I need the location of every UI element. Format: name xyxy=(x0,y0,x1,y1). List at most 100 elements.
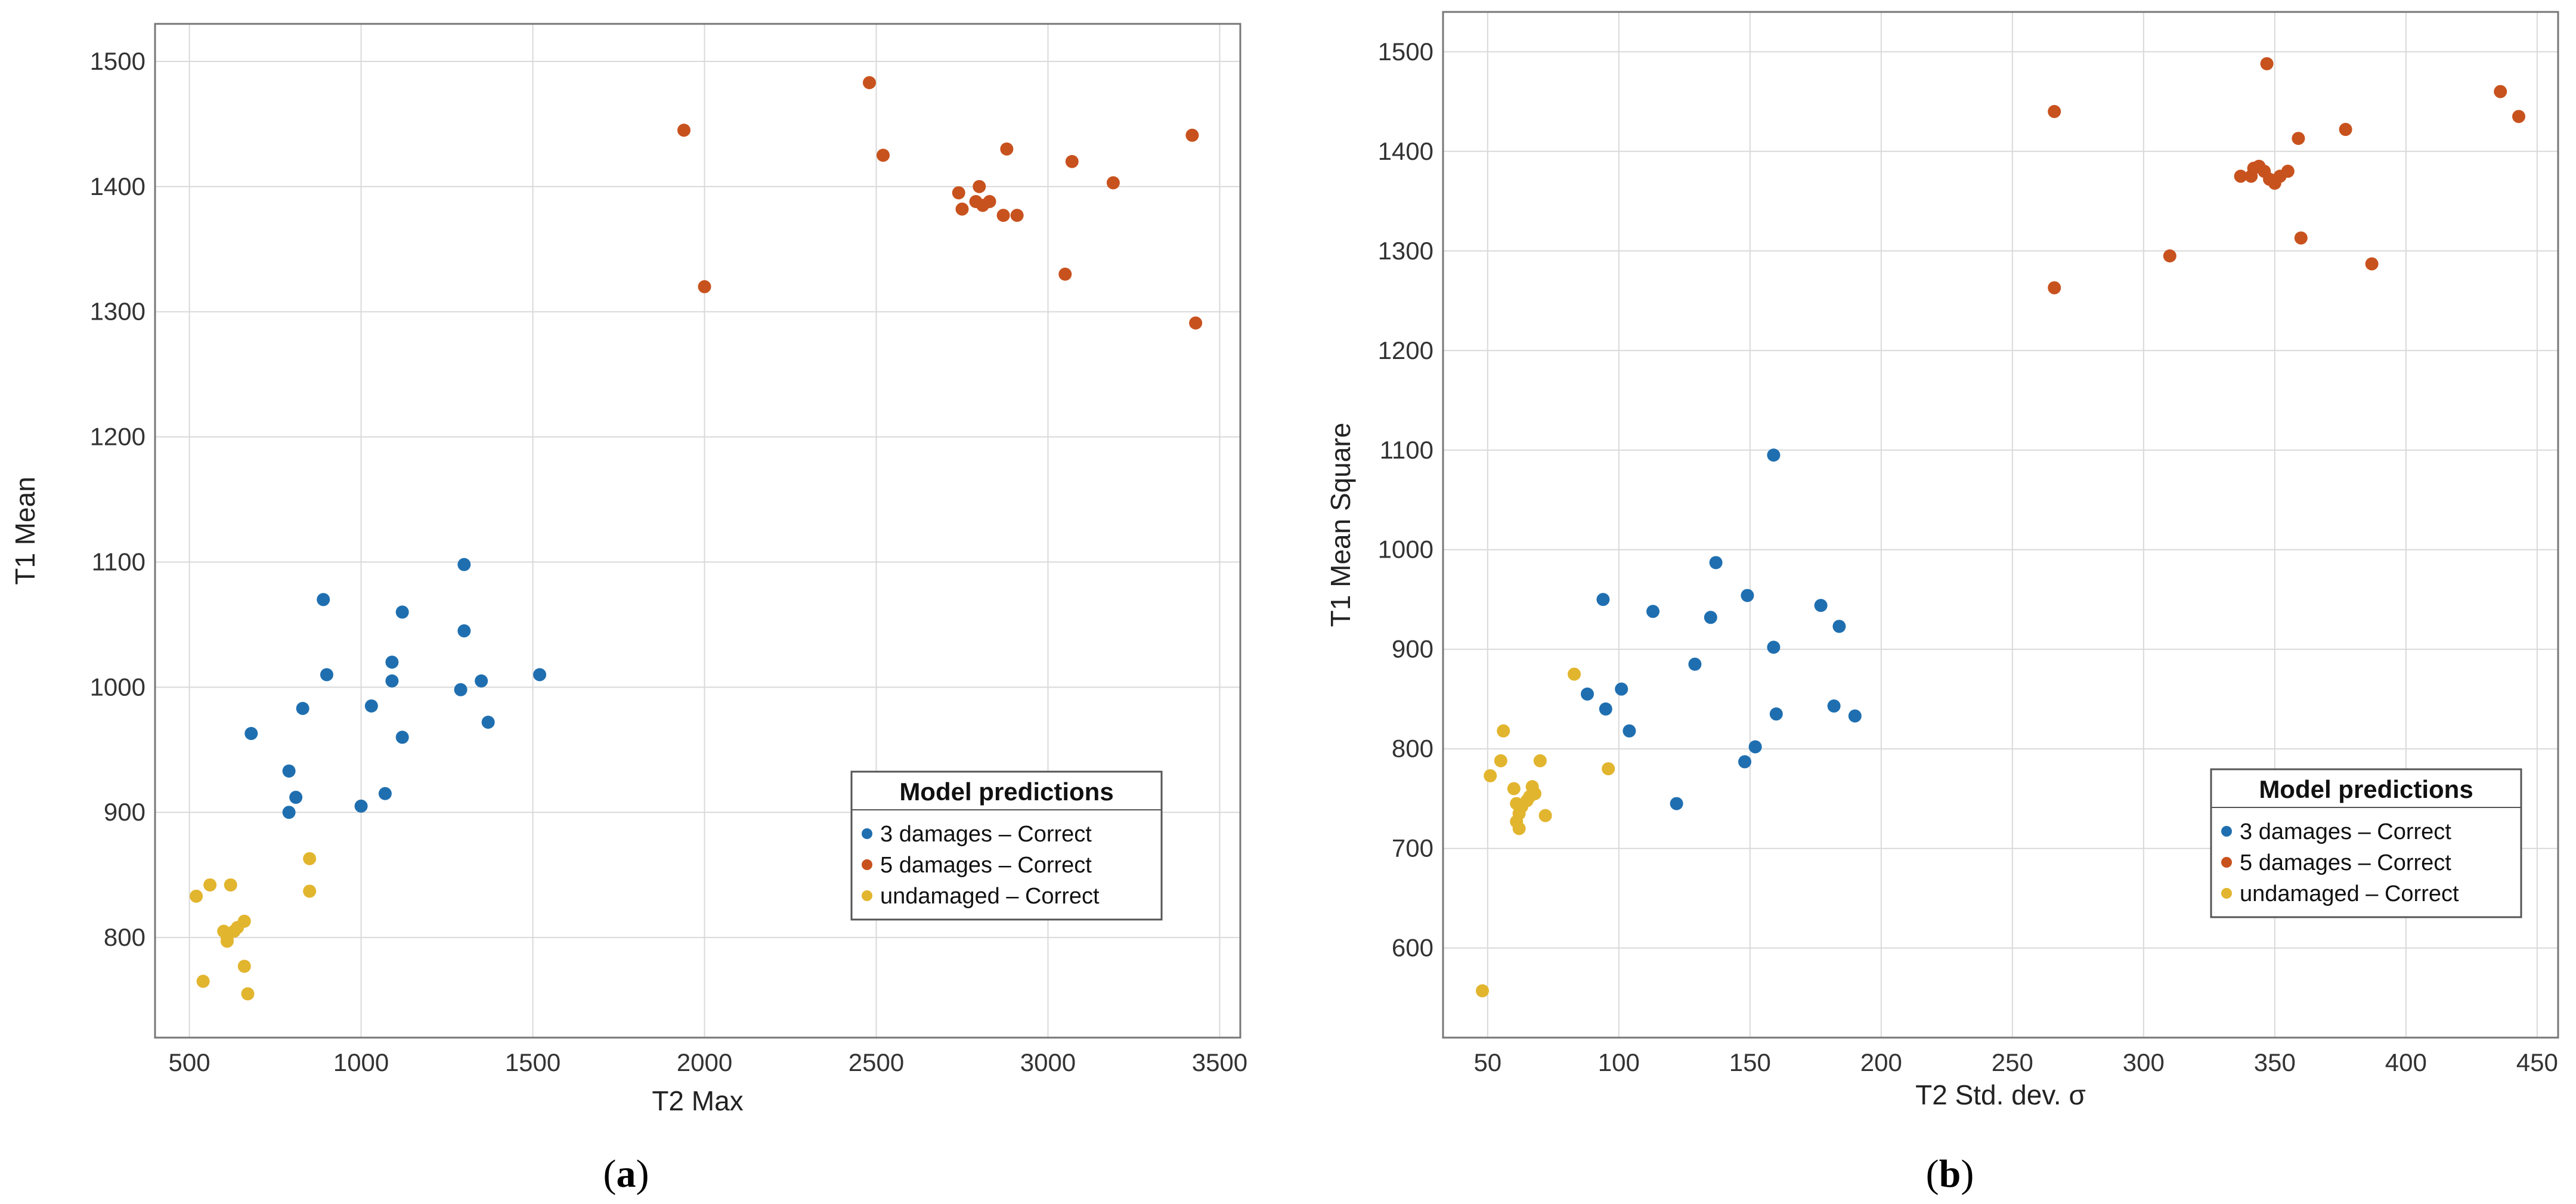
point-3-damages-correct xyxy=(378,787,392,800)
point-5-damages-correct xyxy=(2048,104,2061,118)
point-5-damages-correct xyxy=(1000,142,1014,156)
point-3-damages-correct xyxy=(317,593,330,606)
point-3-damages-correct xyxy=(457,558,471,571)
legend: Model predictions 3 damages – Correct 5 … xyxy=(850,770,1163,921)
point-3-damages-correct xyxy=(1709,556,1723,569)
point-3-damages-correct xyxy=(1688,657,1702,671)
panel-b: 50 100 150 200 250 300 350 400 450 600 700 800 900 10… xyxy=(1325,11,2559,1196)
point-3-damages-correct xyxy=(354,799,368,813)
point-3-damages-correct xyxy=(296,702,309,716)
point-5-damages-correct xyxy=(2260,57,2274,70)
point-3-damages-correct xyxy=(454,683,467,697)
plot-frame xyxy=(1442,11,2559,1039)
y-tick-label: 1500 xyxy=(90,47,145,75)
legend-title: Model predictions xyxy=(2259,775,2473,803)
point-5-damages-correct xyxy=(1010,209,1024,222)
y-tick-label: 1200 xyxy=(1378,336,1433,364)
point-3-damages-correct xyxy=(475,674,488,688)
point-3-damages-correct xyxy=(1748,740,1762,754)
point-5-damages-correct xyxy=(1058,267,1072,281)
y-tick-label: 900 xyxy=(104,798,145,826)
point-3-damages-correct xyxy=(1738,755,1751,769)
point-undamaged-correct xyxy=(237,914,251,928)
y-tick-label: 1400 xyxy=(1378,137,1433,165)
point-5-damages-correct xyxy=(877,148,890,162)
y-tick-label: 1200 xyxy=(90,423,145,451)
point-5-damages-correct xyxy=(996,209,1010,222)
point-3-damages-correct xyxy=(1623,724,1636,738)
point-3-damages-correct xyxy=(1704,611,1717,624)
y-tick-label: 1100 xyxy=(1380,436,1433,464)
panel-b-caption: (b) xyxy=(1926,1152,1974,1196)
x-tick-label: 100 xyxy=(1598,1048,1640,1076)
y-tick-label: 1000 xyxy=(90,673,145,701)
x-tick-label: 3500 xyxy=(1192,1048,1247,1076)
point-3-damages-correct xyxy=(1769,707,1783,721)
point-3-damages-correct xyxy=(385,655,399,669)
point-3-damages-correct xyxy=(1827,699,1841,713)
point-3-damages-correct xyxy=(1646,605,1659,618)
point-5-damages-correct xyxy=(698,280,711,293)
point-undamaged-correct xyxy=(190,889,203,903)
point-5-damages-correct xyxy=(1106,176,1120,190)
point-3-damages-correct xyxy=(289,791,303,804)
panel-a-letter: a xyxy=(617,1152,636,1196)
point-3-damages-correct xyxy=(1596,593,1610,606)
panel-a-caption: (a) xyxy=(603,1152,649,1196)
point-3-damages-correct xyxy=(282,764,296,778)
point-5-damages-correct xyxy=(2048,281,2061,295)
x-tick-label: 3000 xyxy=(1020,1048,1076,1076)
point-5-damages-correct xyxy=(973,179,986,193)
x-tick-label: 150 xyxy=(1729,1048,1771,1076)
x-tick-label: 1500 xyxy=(505,1048,561,1076)
point-3-damages-correct xyxy=(1848,709,1862,723)
legend-entry-5-damages: 5 damages – Correct xyxy=(880,853,1092,878)
y-axis-label: T1 Mean xyxy=(10,476,41,585)
point-3-damages-correct xyxy=(533,668,547,682)
point-5-damages-correct xyxy=(2494,85,2507,98)
x-tick-label: 400 xyxy=(2385,1048,2427,1076)
point-3-damages-correct xyxy=(1581,687,1594,701)
legend-marker-3-damages xyxy=(2221,826,2232,837)
legend-entry-undamaged: undamaged – Correct xyxy=(880,884,1100,909)
point-3-damages-correct xyxy=(282,806,296,819)
point-5-damages-correct xyxy=(677,123,691,137)
point-undamaged-correct xyxy=(1497,724,1510,738)
point-undamaged-correct xyxy=(1528,787,1541,800)
y-tick-label: 600 xyxy=(1392,934,1433,962)
y-tick-label: 1300 xyxy=(90,298,145,326)
point-undamaged-correct xyxy=(1512,822,1526,835)
point-3-damages-correct xyxy=(1814,599,1828,612)
point-3-damages-correct xyxy=(385,674,399,688)
legend-marker-5-damages xyxy=(862,859,872,870)
point-undamaged-correct xyxy=(203,878,217,892)
x-tick-label: 1000 xyxy=(333,1048,389,1076)
point-undamaged-correct xyxy=(196,974,210,988)
point-5-damages-correct xyxy=(862,76,876,89)
point-undamaged-correct xyxy=(1538,809,1552,822)
y-tick-label: 1100 xyxy=(92,547,145,575)
point-5-damages-correct xyxy=(983,195,996,209)
point-3-damages-correct xyxy=(395,605,409,619)
point-5-damages-correct xyxy=(1065,154,1079,168)
point-undamaged-correct xyxy=(1476,984,1489,998)
point-5-damages-correct xyxy=(2281,165,2295,178)
point-undamaged-correct xyxy=(1568,667,1581,681)
point-5-damages-correct xyxy=(955,202,969,216)
point-5-damages-correct xyxy=(2292,132,2305,146)
point-undamaged-correct xyxy=(220,934,234,948)
y-tick-label: 1400 xyxy=(90,172,145,200)
y-tick-label: 1000 xyxy=(1378,536,1433,564)
x-tick-label: 250 xyxy=(1992,1048,2033,1076)
point-3-damages-correct xyxy=(364,699,378,713)
plot-frame xyxy=(154,23,1241,1039)
y-tick-label: 700 xyxy=(1392,834,1433,862)
point-3-damages-correct xyxy=(1615,682,1628,696)
point-5-damages-correct xyxy=(2234,169,2247,183)
legend-entry-undamaged: undamaged – Correct xyxy=(2240,881,2459,906)
legend-marker-undamaged xyxy=(2221,888,2232,899)
legend-entry-3-damages: 3 damages – Correct xyxy=(2240,819,2451,844)
panel-a: 500 1000 1500 2000 2500 3000 3500 800 900 1000 110… xyxy=(10,23,1247,1196)
y-tick-label: 1300 xyxy=(1378,237,1433,265)
y-tick-label: 900 xyxy=(1392,635,1433,663)
